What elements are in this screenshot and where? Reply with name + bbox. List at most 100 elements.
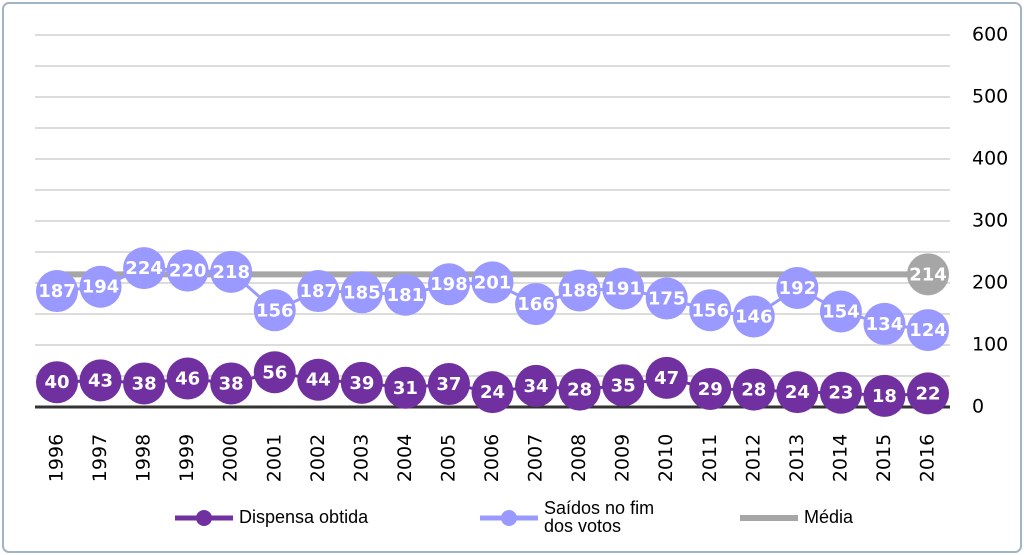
data-label: 23 <box>828 383 853 404</box>
data-label: 46 <box>175 368 200 389</box>
data-point <box>558 269 601 312</box>
data-label: 35 <box>611 375 636 396</box>
y-tick-label: 200 <box>972 272 1008 294</box>
data-point <box>645 356 688 399</box>
data-label: 56 <box>262 362 287 383</box>
data-point <box>863 374 906 417</box>
data-label: 40 <box>44 372 69 393</box>
x-tick-label: 2010 <box>655 434 677 482</box>
y-tick-label: 300 <box>972 210 1008 232</box>
data-point <box>471 371 514 414</box>
data-point <box>689 289 732 332</box>
legend-label: Dispensa obtida <box>239 507 369 527</box>
x-tick-label: 2007 <box>525 434 547 482</box>
data-label: 47 <box>654 368 679 389</box>
data-point <box>732 368 775 411</box>
data-point <box>471 261 514 304</box>
data-label: 146 <box>735 306 773 327</box>
data-label: 175 <box>648 289 686 310</box>
data-point <box>907 309 949 352</box>
data-point <box>732 295 775 338</box>
x-tick-label: 2008 <box>568 434 590 482</box>
data-label: 24 <box>785 382 810 403</box>
data-label: 28 <box>567 380 592 401</box>
data-point <box>907 253 949 296</box>
x-tick-label: 2004 <box>394 434 416 482</box>
data-point <box>558 368 601 411</box>
data-point <box>689 368 732 411</box>
data-point <box>819 371 862 414</box>
x-tick-label: 2013 <box>786 434 808 482</box>
data-point <box>819 290 862 333</box>
data-point <box>210 250 253 293</box>
legend-marker <box>196 510 212 526</box>
data-label: 201 <box>474 272 512 293</box>
legend-marker <box>501 510 517 526</box>
data-label: 29 <box>698 379 723 400</box>
x-tick-label: 2001 <box>263 434 285 482</box>
y-tick-label: 600 <box>972 24 1008 46</box>
y-tick-label: 100 <box>972 334 1008 356</box>
data-label: 156 <box>691 300 729 321</box>
x-tick-label: 1998 <box>133 434 155 482</box>
x-tick-label: 1999 <box>176 434 198 482</box>
data-point <box>123 362 166 405</box>
x-tick-label: 2002 <box>307 434 329 482</box>
x-tick-label: 2012 <box>742 434 764 482</box>
y-tick-label: 500 <box>972 86 1008 108</box>
legend-label: Saídos no fim dos votos <box>544 498 654 536</box>
data-label: 154 <box>822 302 860 323</box>
data-point <box>776 266 819 309</box>
data-point <box>515 283 558 326</box>
data-label: 37 <box>436 374 461 395</box>
data-point <box>123 247 166 290</box>
data-label: 22 <box>915 383 940 404</box>
data-point <box>602 267 645 310</box>
data-label: 224 <box>125 258 163 279</box>
data-point <box>340 271 383 314</box>
data-label: 214 <box>909 264 947 285</box>
y-tick-label: 0 <box>972 396 984 418</box>
data-label: 24 <box>480 382 505 403</box>
legend-label: Média <box>804 507 854 527</box>
data-point <box>166 357 209 400</box>
data-label: 134 <box>866 314 904 335</box>
data-point <box>36 361 78 404</box>
data-point <box>297 270 340 313</box>
data-label: 38 <box>219 373 244 394</box>
data-label: 31 <box>393 378 418 399</box>
data-label: 38 <box>132 373 157 394</box>
data-point <box>427 363 470 406</box>
data-label: 194 <box>82 277 120 298</box>
x-tick-label: 2003 <box>350 434 372 482</box>
data-label: 218 <box>212 262 250 283</box>
data-label: 198 <box>430 274 468 295</box>
data-label: 188 <box>561 280 599 301</box>
data-point <box>907 372 949 415</box>
x-tick-label: 2000 <box>220 434 242 482</box>
data-point <box>79 265 122 308</box>
x-tick-label: 2016 <box>917 434 939 482</box>
data-label: 28 <box>741 380 766 401</box>
x-tick-label: 2011 <box>699 434 721 482</box>
data-point <box>427 263 470 306</box>
x-tick-label: 2015 <box>873 434 895 482</box>
data-label: 124 <box>909 320 947 341</box>
data-label: 220 <box>169 261 207 282</box>
data-label: 187 <box>300 281 338 302</box>
x-tick-label: 2009 <box>612 434 634 482</box>
data-label: 185 <box>343 282 381 303</box>
x-tick-label: 2014 <box>829 434 851 482</box>
data-label: 192 <box>779 278 817 299</box>
data-label: 166 <box>517 294 555 315</box>
data-label: 181 <box>387 285 425 306</box>
data-label: 43 <box>88 370 113 391</box>
data-point <box>384 273 427 316</box>
data-label: 187 <box>38 281 76 302</box>
data-point <box>210 362 253 405</box>
y-tick-label: 400 <box>972 148 1008 170</box>
data-point <box>36 270 78 313</box>
data-point <box>297 358 340 401</box>
data-point <box>253 351 296 394</box>
x-tick-label: 1996 <box>46 434 68 482</box>
